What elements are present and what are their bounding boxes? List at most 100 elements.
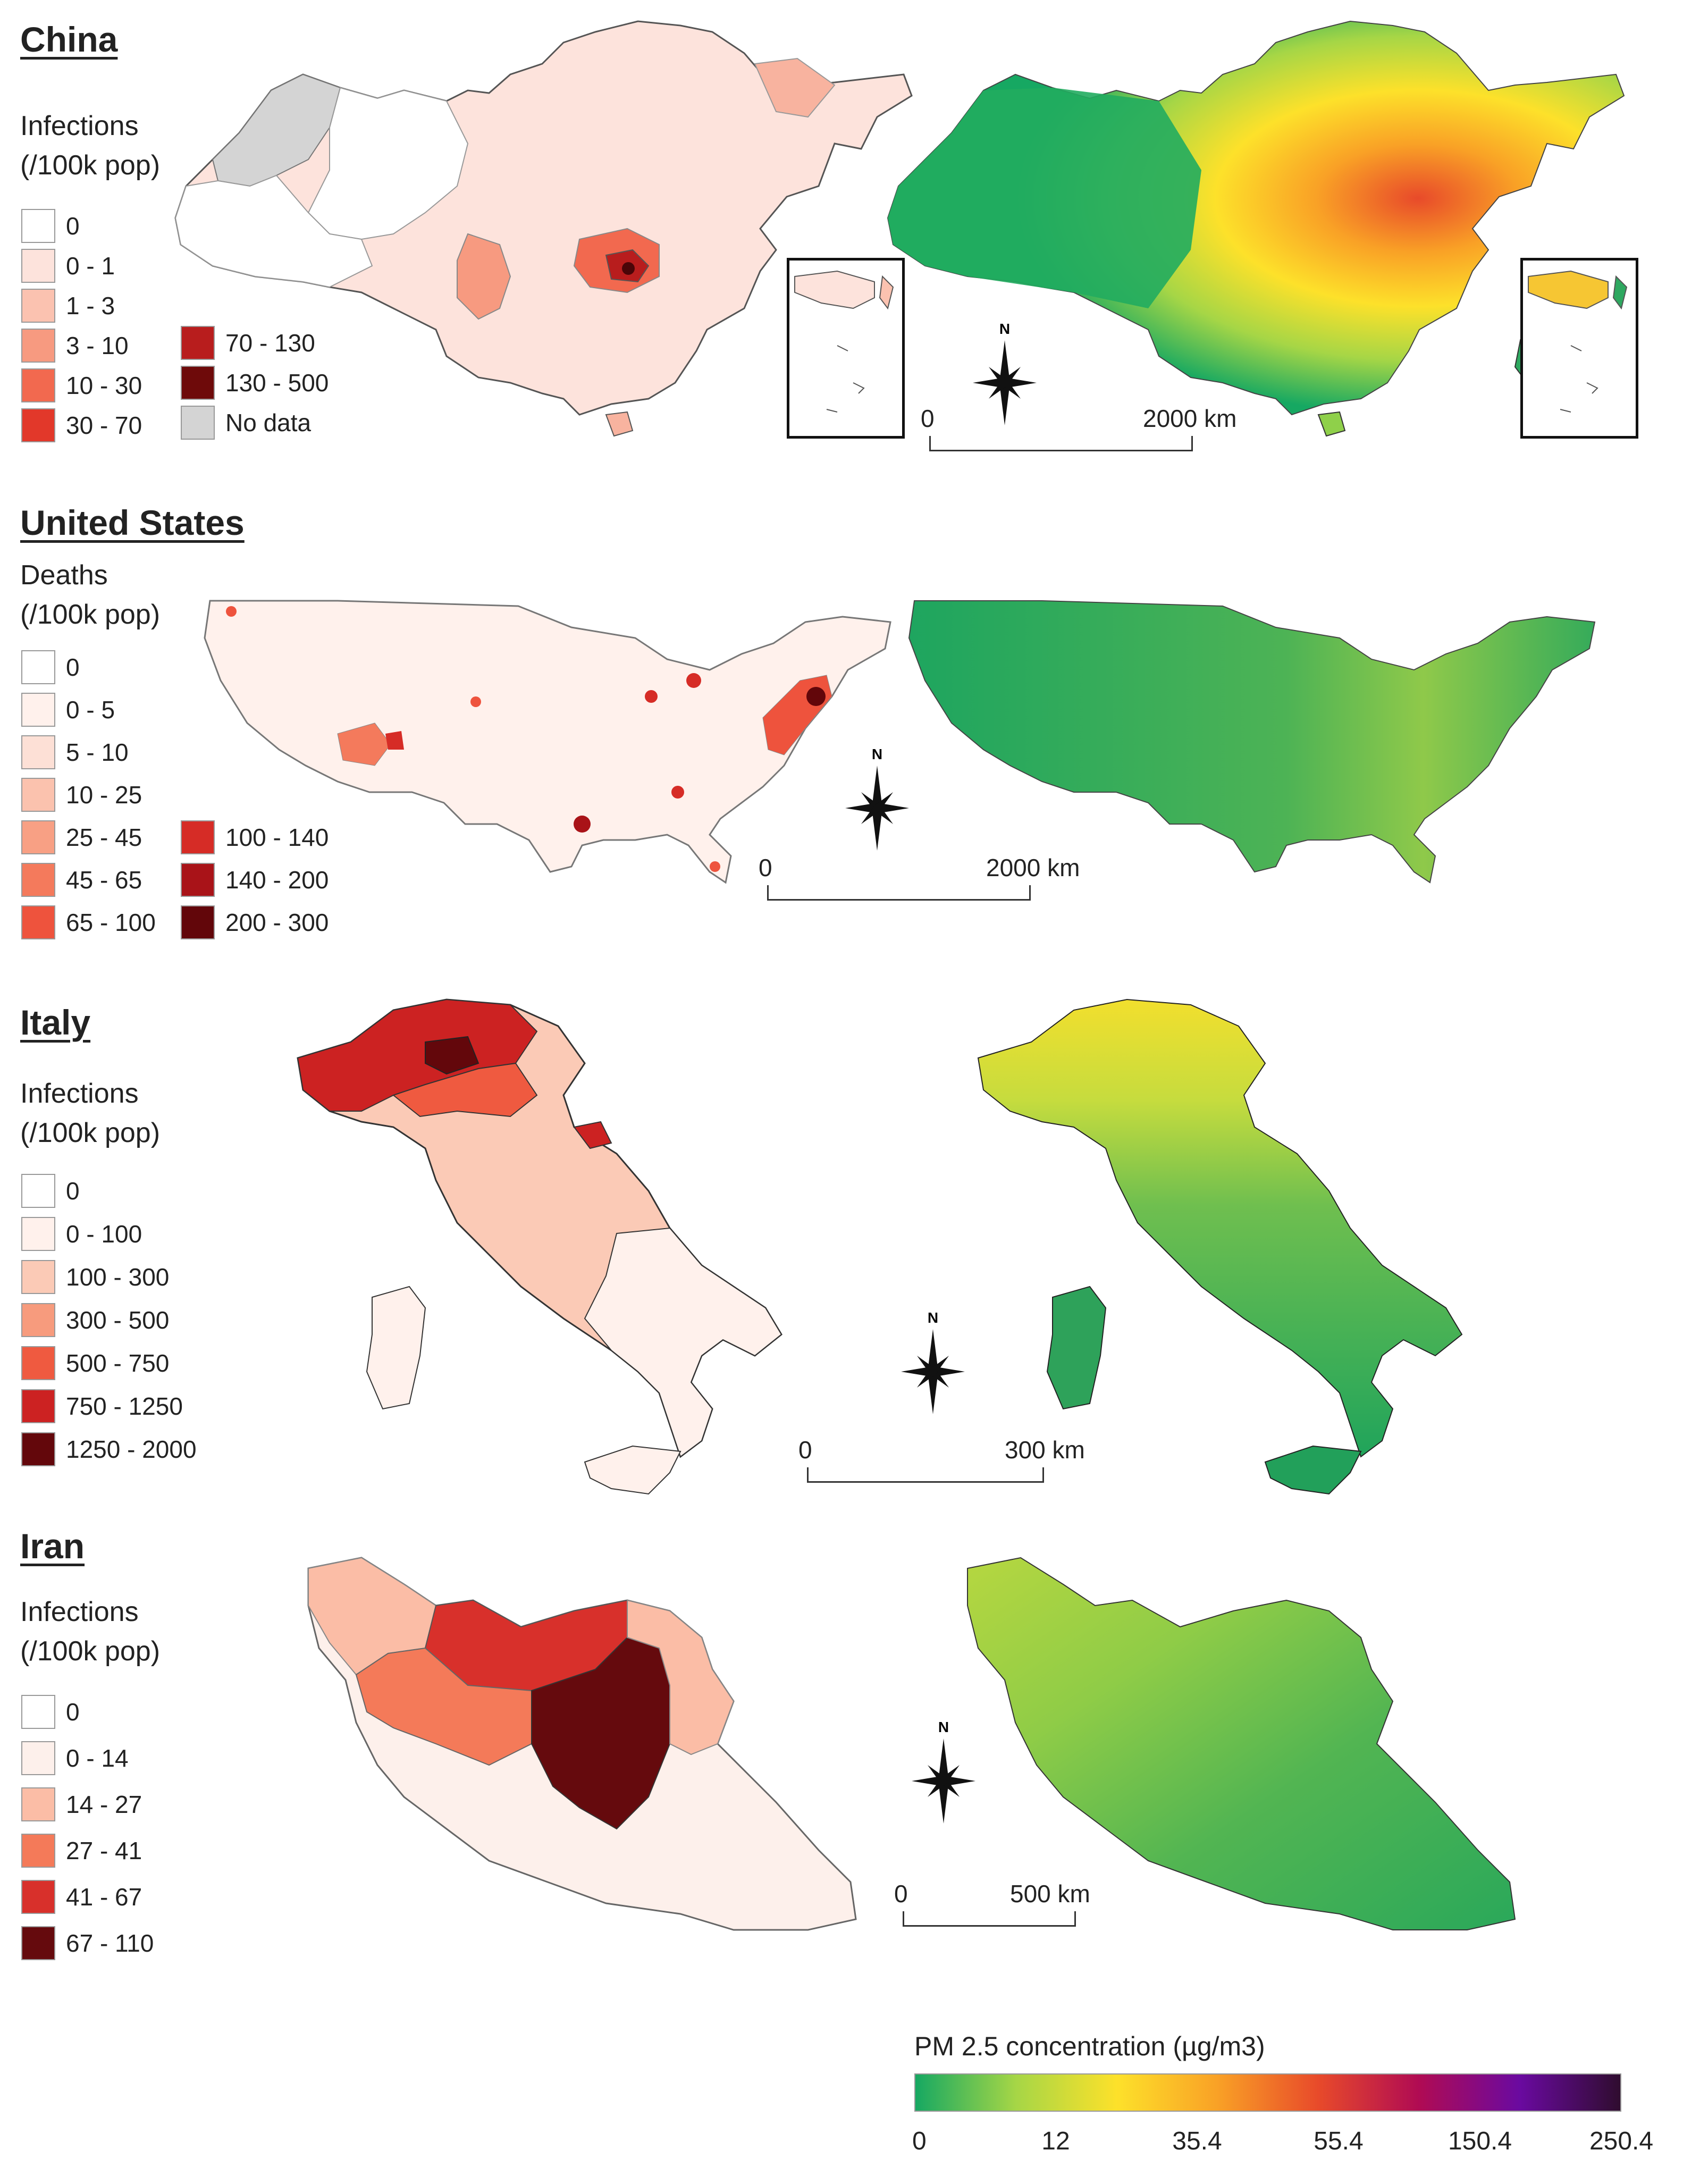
iran-panel: Iran Infections (/100k pop) 0 0 - 14 14 - …	[20, 1526, 1516, 1960]
legend-item-label: 27 - 41	[66, 1837, 142, 1864]
us-pm-outline	[908, 600, 1596, 884]
scale-start: 0	[894, 1880, 908, 1908]
china-panel: China Infections (/100k pop) 0 0 - 1 1 - 3…	[0, 0, 1683, 468]
italy-panel: Italy Infections (/100k pop) 0 0 - 100 100…	[20, 998, 1463, 1495]
iran-pm25-map	[967, 1557, 1516, 1930]
legend-item: No data	[181, 406, 311, 440]
us-hotspot-colorado	[470, 696, 481, 707]
legend-swatch	[21, 1389, 55, 1423]
us-hotspot-florida	[710, 861, 720, 872]
china-sichuan-region	[457, 233, 511, 320]
italy-pm-mainland	[977, 998, 1463, 1458]
legend-item: 25 - 45	[21, 820, 142, 854]
colorbar-title: PM 2.5 concentration (µg/m3)	[914, 2031, 1265, 2061]
iran-qom-isfahan	[531, 1636, 670, 1830]
legend-item: 100 - 140	[181, 820, 329, 854]
legend-item-label: 100 - 300	[66, 1263, 170, 1291]
legend-swatch	[21, 1346, 55, 1380]
legend-item: 140 - 200	[181, 863, 329, 897]
legend-swatch	[21, 249, 55, 283]
legend-swatch	[21, 1880, 55, 1914]
legend-item: 0	[21, 1174, 80, 1208]
legend-item-label: 0	[66, 1177, 80, 1205]
legend-swatch	[21, 209, 55, 243]
legend-item-label: 0	[66, 1698, 80, 1726]
colorbar-tick-label: 35.4	[1172, 2127, 1222, 2155]
legend-item-label: 0	[66, 212, 80, 240]
legend-item: 750 - 1250	[21, 1389, 183, 1423]
legend-item-label: 67 - 110	[66, 1929, 154, 1957]
colorbar-ticks: 0 12 35.4 55.4 150.4 250.4	[912, 2127, 1659, 2164]
iran-northeast	[627, 1599, 735, 1755]
us-hotspot-chicago	[645, 690, 658, 703]
legend-item-label: 750 - 1250	[66, 1392, 183, 1420]
us-hotspot-georgia	[671, 786, 684, 799]
iran-legend-label: Infections (/100k pop)	[20, 1597, 161, 1667]
italy-north-arrow: N	[890, 1308, 975, 1419]
us-hotspot-michigan	[686, 673, 701, 688]
legend-item-label: 0 - 5	[66, 696, 115, 724]
scale-start: 0	[798, 1436, 812, 1464]
legend-item-label: 3 - 10	[66, 332, 129, 359]
legend-swatch	[21, 650, 55, 684]
legend-item-label: 25 - 45	[66, 824, 142, 851]
legend-item: 130 - 500	[181, 366, 329, 400]
legend-item-label: 1250 - 2000	[66, 1435, 197, 1463]
compass-icon: N	[845, 746, 909, 851]
legend-swatch	[21, 778, 55, 812]
china-south-sea-inset-right	[1520, 258, 1638, 439]
us-legend-label: Deaths (/100k pop)	[20, 560, 161, 630]
legend-item-label: 70 - 130	[225, 329, 315, 357]
legend-item: 0 - 5	[21, 693, 115, 727]
scale-end: 500 km	[1010, 1880, 1090, 1908]
legend-item-label: 0 - 100	[66, 1220, 142, 1248]
legend-item-label: 14 - 27	[66, 1791, 142, 1818]
legend-swatch	[21, 1926, 55, 1960]
legend-item: 41 - 67	[21, 1880, 142, 1914]
legend-swatch	[181, 863, 215, 897]
legend-item: 10 - 30	[21, 368, 142, 402]
china-scale-bar: 0 2000 km	[921, 404, 1236, 468]
legend-swatch	[21, 1432, 55, 1466]
svg-text:N: N	[872, 746, 882, 762]
legend-item-label: 30 - 70	[66, 411, 142, 439]
legend-item-label: 10 - 30	[66, 372, 142, 399]
legend-swatch	[181, 366, 215, 400]
legend-swatch	[21, 693, 55, 727]
china-wuhan-point	[622, 262, 635, 275]
legend-item: 3 - 10	[21, 329, 129, 363]
china-north-arrow: N	[962, 319, 1047, 431]
legend-swatch	[21, 368, 55, 402]
china-zero-region-south	[174, 174, 373, 288]
china-pm25-map	[887, 20, 1625, 437]
iran-pm-outline	[967, 1557, 1516, 1930]
legend-item: 0 - 1	[21, 249, 115, 283]
italy-sardinia	[366, 1286, 426, 1410]
italy-title: Italy	[20, 1003, 91, 1042]
legend-swatch	[21, 1695, 55, 1729]
legend-swatch	[181, 820, 215, 854]
compass-icon: N	[901, 1309, 965, 1414]
legend-swatch	[21, 820, 55, 854]
scale-start: 0	[759, 854, 772, 881]
iran-scale-bar: 0 500 km	[894, 1879, 1122, 1943]
legend-swatch	[181, 905, 215, 939]
legend-swatch	[181, 406, 215, 440]
legend-item-label: 140 - 200	[225, 866, 329, 894]
iran-title: Iran	[20, 1526, 85, 1566]
legend-swatch	[181, 326, 215, 360]
us-north-arrow: N	[835, 744, 920, 856]
china-pm-hainan	[1317, 411, 1346, 437]
legend-item-label: 130 - 500	[225, 369, 329, 397]
legend-item-label: 45 - 65	[66, 866, 142, 894]
scale-end: 300 km	[1005, 1436, 1085, 1464]
china-northeast-region	[754, 57, 836, 118]
scale-end: 2000 km	[1143, 405, 1237, 432]
us-hotspot-washington	[226, 606, 237, 617]
legend-item-label: 500 - 750	[66, 1349, 170, 1377]
legend-item: 10 - 25	[21, 778, 142, 812]
compass-icon: N	[973, 321, 1037, 425]
legend-item-label: 0	[66, 653, 80, 681]
legend-item-label: 100 - 140	[225, 824, 329, 851]
us-outline	[204, 600, 891, 884]
